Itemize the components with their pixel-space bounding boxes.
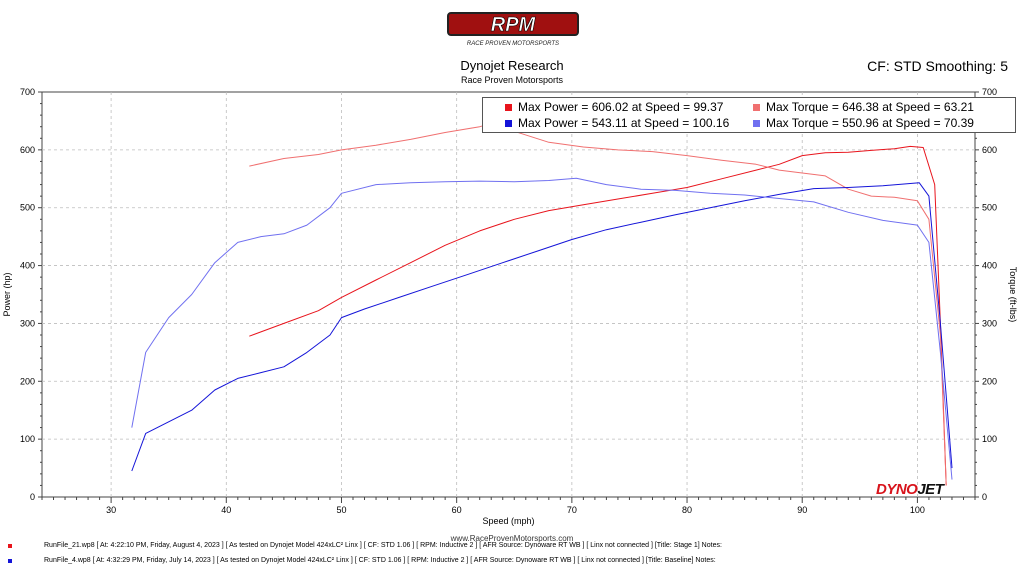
y-tick-label-left: 600	[20, 145, 35, 155]
series-line-0	[249, 145, 947, 486]
legend-label: Max Torque = 646.38 at Speed = 63.21	[766, 100, 974, 114]
dynojet-logo-part1: DYNO	[876, 481, 918, 498]
x-tick-label: 70	[567, 505, 577, 515]
run-color-marker	[8, 543, 12, 548]
x-tick-label: 100	[910, 505, 925, 515]
run-color-marker	[8, 558, 12, 563]
rpm-logo: RPM RACE PROVEN MOTORSPORTS	[430, 10, 595, 50]
logo-text: RPM	[491, 14, 537, 36]
x-tick-label: 90	[797, 505, 807, 515]
legend-label: Max Power = 606.02 at Speed = 99.37	[518, 100, 724, 114]
y-tick-label-left: 400	[20, 261, 35, 271]
series-line-2	[131, 182, 953, 472]
x-tick-label: 80	[682, 505, 692, 515]
series-line-3	[131, 177, 953, 480]
footer-url: www.RaceProvenMotorsports.com	[450, 534, 574, 543]
x-tick-label: 40	[221, 505, 231, 515]
y-tick-label-right: 300	[982, 318, 997, 328]
run-file-info: RunFile_21.wp8 [ At: 4:22:10 PM, Friday,…	[8, 542, 722, 549]
x-axis-label: Speed (mph)	[482, 516, 534, 526]
y-tick-label-left: 0	[30, 492, 35, 502]
y-axis-label-left: Power (hp)	[2, 272, 12, 316]
plot-frame	[41, 91, 976, 498]
legend-swatch	[753, 103, 760, 111]
legend-entry: Max Power = 606.02 at Speed = 99.37	[505, 100, 723, 114]
y-tick-label-right: 600	[982, 145, 997, 155]
y-tick-label-right: 100	[982, 434, 997, 444]
grid	[41, 91, 976, 498]
y-tick-label-left: 700	[20, 87, 35, 97]
x-tick-label: 30	[106, 505, 116, 515]
run-file-info: RunFile_4.wp8 [ At: 4:32:29 PM, Friday, …	[8, 557, 716, 564]
logo-subtext: RACE PROVEN MOTORSPORTS	[467, 41, 559, 47]
y-tick-label-right: 400	[982, 261, 997, 271]
legend: Max Power = 606.02 at Speed = 99.37 Max …	[482, 97, 1016, 133]
legend-swatch	[505, 103, 512, 111]
legend-entry: Max Power = 543.11 at Speed = 100.16	[505, 116, 729, 130]
y-tick-label-right: 200	[982, 376, 997, 386]
legend-label: Max Torque = 550.96 at Speed = 70.39	[766, 116, 974, 130]
legend-swatch	[505, 119, 512, 127]
x-tick-label: 50	[336, 505, 346, 515]
dynojet-logo: DYNOJET	[876, 481, 944, 498]
y-tick-label-right: 700	[982, 87, 997, 97]
series-line-1	[249, 122, 947, 486]
axes: 0 0 100 100 200 200 300 300 400 400 500 500 600 600 70…	[20, 87, 997, 515]
y-tick-label-left: 200	[20, 376, 35, 386]
chart-title: Dynojet Research	[460, 58, 564, 73]
dynojet-logo-part2: JET	[917, 481, 944, 498]
y-tick-label-right: 500	[982, 203, 997, 213]
series	[131, 122, 953, 486]
legend-swatch	[753, 119, 760, 127]
y-axis-label-right: Torque (ft-lbs)	[1008, 267, 1018, 323]
legend-entry: Max Torque = 646.38 at Speed = 63.21	[753, 100, 974, 114]
x-tick-label: 60	[452, 505, 462, 515]
legend-entry: Max Torque = 550.96 at Speed = 70.39	[753, 116, 974, 130]
correction-factor-label: CF: STD Smoothing: 5	[867, 58, 1008, 74]
chart-subtitle: Race Proven Motorsports	[460, 75, 564, 85]
y-tick-label-left: 100	[20, 434, 35, 444]
y-tick-label-left: 500	[20, 203, 35, 213]
legend-label: Max Power = 543.11 at Speed = 100.16	[518, 116, 730, 130]
run-file-text: RunFile_4.wp8 [ At: 4:32:29 PM, Friday, …	[44, 557, 716, 564]
run-file-text: RunFile_21.wp8 [ At: 4:22:10 PM, Friday,…	[44, 542, 722, 549]
y-tick-label-right: 0	[982, 492, 987, 502]
y-tick-label-left: 300	[20, 318, 35, 328]
